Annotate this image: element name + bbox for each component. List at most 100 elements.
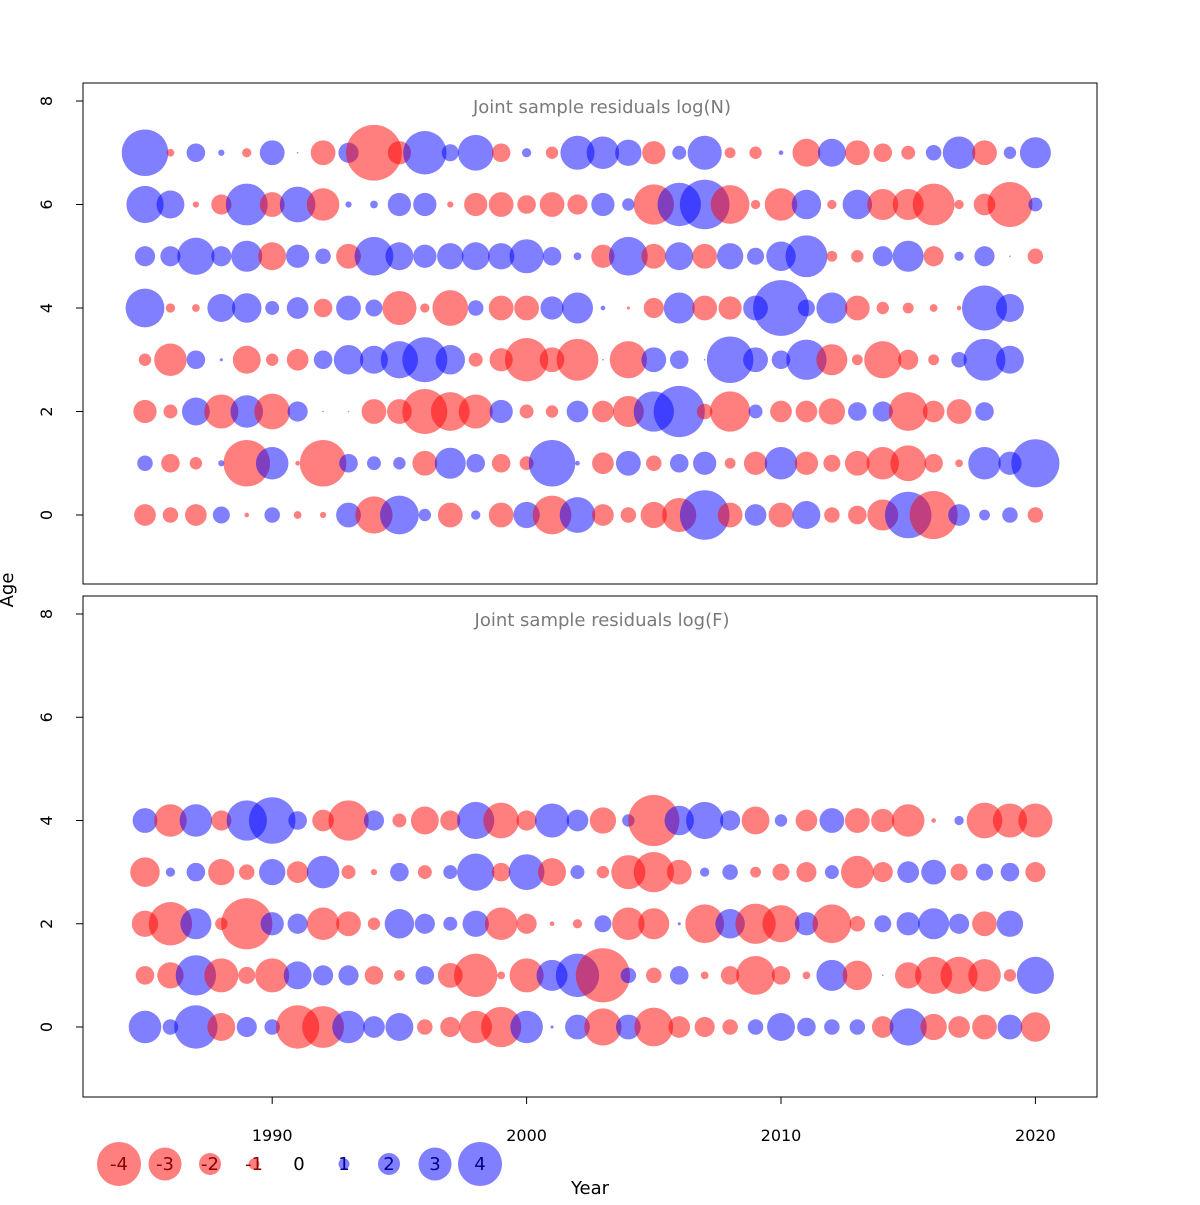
residual-bubble-age-2-year-2007 (696, 403, 713, 420)
residual-bubble-age-0-year-2013 (849, 1019, 866, 1035)
residual-bubble-age-2-year-2009 (748, 404, 763, 419)
residual-bubble-age-7-year-1998 (457, 134, 494, 171)
residual-bubble-age-1-year-2009 (736, 956, 775, 995)
residual-bubble-age-2-year-2001 (545, 405, 559, 418)
residual-bubble-age-0-year-1989 (236, 1016, 257, 1038)
residual-bubble-age-0-year-2007 (694, 1016, 715, 1038)
residual-bubble-age-4-year-1988 (207, 294, 236, 322)
residual-bubble-age-3-year-2009 (750, 866, 761, 878)
residual-bubble-age-2-year-2014 (874, 915, 892, 933)
residual-bubble-age-7-year-2000 (521, 148, 532, 158)
residual-bubble-age-3-year-2015 (897, 861, 920, 883)
residual-bubble-age-0-year-1999 (481, 1006, 522, 1048)
residual-bubble-age-5-year-1997 (437, 243, 464, 270)
residual-bubble-age-3-year-2007 (700, 867, 710, 877)
residual-bubble-age-1-year-2003 (592, 452, 614, 475)
residual-bubble-age-0-year-1995 (380, 495, 419, 535)
residual-bubble-age-7-year-1986 (166, 148, 175, 157)
residual-bubble-age-4-year-1996 (410, 806, 439, 835)
panel-log-f: 0 2 4 6 8 Joint sample residuals log(F) (37, 595, 1098, 1098)
residual-bubble-age-0-year-2016 (920, 1013, 947, 1041)
residual-bubble-age-5-year-1991 (286, 244, 310, 268)
residual-bubble-age-5-year-1999 (487, 243, 515, 270)
residual-bubble-age-1-year-2012 (823, 454, 841, 472)
residual-bubble-age-5-year-1992 (315, 248, 331, 264)
residual-bubble-age-2-year-2010 (762, 905, 800, 943)
residual-bubble-age-3-year-1991 (286, 861, 309, 883)
residual-bubble-age-6-year-2002 (567, 194, 588, 215)
residual-bubble-age-2-year-1991 (287, 913, 308, 934)
residual-bubble-age-2-year-1992 (322, 410, 324, 413)
residual-bubble-age-5-year-1989 (231, 240, 263, 272)
residual-bubble-age-4-year-2006 (664, 805, 694, 836)
residual-bubble-age-1-year-2014 (866, 446, 900, 480)
residual-bubble-age-3-year-1998 (457, 853, 495, 891)
residual-bubble-age-2-year-2018 (975, 402, 994, 421)
residual-bubble-age-1-year-2010 (764, 446, 798, 480)
residual-bubble-age-7-year-2002 (560, 135, 595, 170)
residual-bubble-age-1-year-2020 (1011, 439, 1060, 488)
residual-bubble-age-3-year-2013 (851, 354, 863, 366)
residual-bubble-age-6-year-2011 (791, 189, 822, 220)
residual-bubble-age-1-year-1992 (299, 440, 347, 487)
residual-bubble-age-1-year-2009 (743, 451, 768, 475)
residual-bubble-age-2-year-1989 (221, 898, 273, 950)
residual-bubble-age-1-year-1998 (454, 953, 498, 998)
residual-bubble-age-7-year-1996 (403, 131, 447, 175)
residual-bubble-age-5-year-2000 (509, 239, 544, 274)
residual-bubble-age-3-year-2010 (772, 863, 790, 881)
residual-bubble-age-0-year-2003 (592, 504, 614, 526)
residual-bubble-age-3-year-1991 (286, 348, 309, 371)
residual-bubble-age-0-year-1985 (134, 504, 156, 526)
residual-bubble-age-0-year-2002 (559, 497, 596, 533)
residual-bubble-age-4-year-1990 (265, 301, 280, 315)
residual-bubble-age-3-year-2019 (996, 345, 1024, 374)
residual-bubble-age-2-year-2008 (709, 391, 751, 432)
residual-bubble-age-3-year-1990 (266, 353, 279, 366)
residual-bubble-age-2-year-1999 (484, 907, 518, 941)
residual-bubble-age-2-year-1989 (230, 395, 264, 428)
residual-bubble-age-3-year-1987 (186, 862, 206, 882)
residual-bubble-age-3-year-1998 (468, 352, 483, 367)
residual-bubble-age-3-year-2012 (816, 344, 848, 376)
residual-bubble-age-2-year-2013 (848, 402, 867, 421)
residual-bubble-age-0-year-2014 (871, 1016, 894, 1038)
residual-bubble-age-4-year-2010 (774, 814, 788, 827)
residual-bubble-age-4-year-2015 (891, 804, 925, 837)
residual-bubble-age-4-year-2003 (589, 807, 617, 834)
residual-bubble-age-6-year-1989 (225, 183, 268, 226)
residual-bubble-age-3-year-1994 (370, 869, 378, 876)
residual-bubble-age-1-year-1990 (255, 958, 290, 993)
residual-bubble-age-2-year-1997 (430, 392, 470, 431)
residual-bubble-age-0-year-2009 (744, 504, 767, 526)
residual-bubble-age-2-year-2010 (770, 400, 792, 423)
residual-bubble-age-3-year-2015 (898, 349, 919, 370)
residual-bubble-age-2-year-1990 (260, 912, 284, 936)
residual-bubble-age-3-year-2020 (1025, 862, 1046, 883)
y-tick-label: 6 (37, 199, 56, 209)
residual-bubble-age-0-year-1996 (417, 1019, 433, 1035)
residual-bubble-age-7-year-1994 (346, 124, 402, 181)
residual-bubble-age-0-year-1986 (162, 507, 179, 523)
residual-bubble-age-0-year-2004 (620, 507, 637, 523)
residual-bubble-age-1-year-1994 (364, 966, 384, 985)
residual-bubble-age-0-year-2020 (1027, 507, 1044, 523)
residual-bubble-age-0-year-2019 (1002, 507, 1018, 523)
residual-bubble-age-2-year-2016 (918, 908, 950, 940)
x-tick-label: 2020 (1015, 1126, 1056, 1145)
y-tick-label: 8 (37, 609, 56, 619)
residual-bubble-age-6-year-1991 (279, 186, 316, 223)
residual-bubble-age-2-year-2003 (592, 400, 614, 423)
residual-bubble-age-4-year-2014 (876, 301, 889, 315)
residual-bubble-age-3-year-1995 (390, 862, 409, 882)
residual-bubble-age-3-year-2004 (609, 341, 647, 379)
legend: -4 -3 -2 -1 0 1 2 3 4 (96, 1141, 503, 1187)
residual-bubble-age-2-year-2012 (812, 904, 852, 944)
residual-bubble-age-7-year-1988 (218, 149, 225, 156)
residual-bubble-age-4-year-2008 (718, 296, 742, 320)
residual-bubble-age-2-year-1993 (336, 911, 361, 937)
residual-bubble-age-3-year-2006 (669, 350, 689, 370)
residual-bubble-age-3-year-1999 (491, 862, 511, 882)
residual-bubble-age-1-year-2008 (724, 457, 736, 469)
residual-bubble-age-3-year-1997 (443, 865, 458, 880)
